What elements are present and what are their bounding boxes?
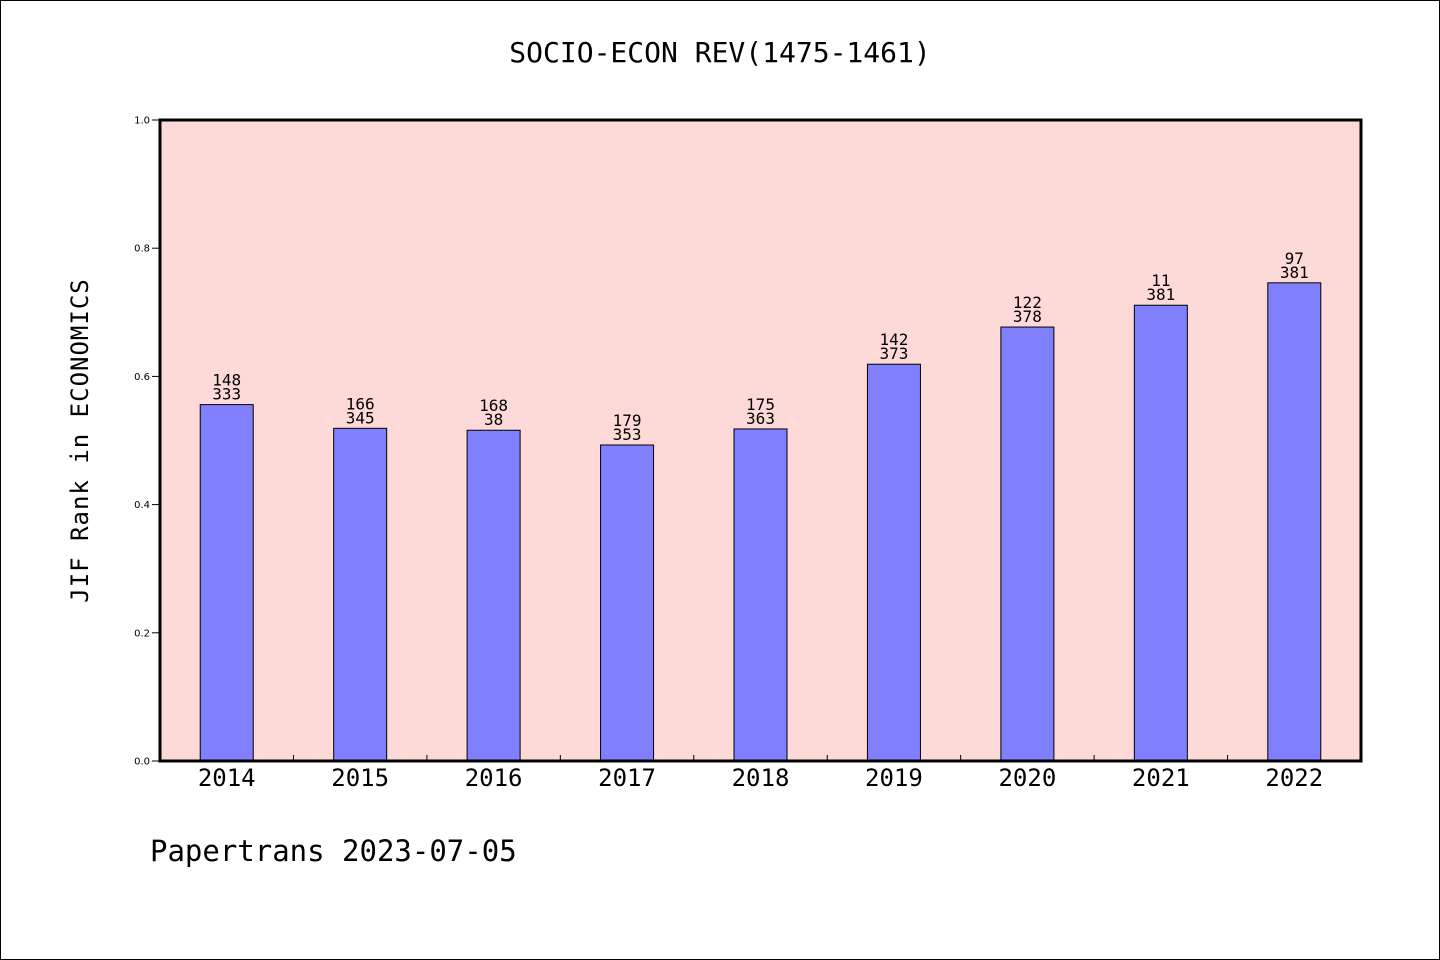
bar-label-total: 38 (484, 410, 503, 429)
y-tick-label: 0.2 (134, 628, 150, 639)
bar (466, 429, 521, 762)
x-tick-label: 2018 (732, 764, 790, 792)
y-tick-label: 0.0 (134, 757, 150, 768)
bar-label-rank: 175 (746, 395, 775, 414)
bar-label-total: 333 (212, 385, 241, 404)
bar-label-rank: 179 (613, 411, 642, 430)
y-tick-label: 0.4 (134, 500, 150, 511)
bar-label-rank: 97 (1285, 249, 1304, 268)
y-tick-label: 1.0 (134, 116, 150, 127)
bar-label-rank: 166 (346, 394, 375, 413)
bar (1000, 326, 1055, 762)
bar-label-total: 345 (346, 408, 375, 427)
y-tick-label: 0.6 (134, 372, 150, 383)
x-tick-label: 2019 (865, 764, 923, 792)
bar-label-rank: 142 (879, 330, 908, 349)
bar-label-total: 373 (879, 344, 908, 363)
x-tick-label: 2015 (331, 764, 389, 792)
bar (199, 404, 254, 762)
bar (600, 444, 655, 762)
x-tick-label: 2017 (598, 764, 656, 792)
bar (1267, 282, 1322, 762)
footer-text: Papertrans 2023-07-05 (150, 834, 517, 868)
chart-title: SOCIO-ECON REV(1475-1461) (509, 36, 931, 69)
y-axis-label: JIF Rank in ECONOMICS (66, 278, 94, 602)
x-tick-label: 2020 (998, 764, 1056, 792)
bar-label-rank: 148 (212, 371, 241, 390)
bar (866, 363, 921, 762)
bar (733, 428, 788, 762)
x-tick-label: 2016 (465, 764, 523, 792)
bar-label-rank: 168 (479, 396, 508, 415)
bar-label-rank: 122 (1013, 293, 1042, 312)
bar-label-total: 381 (1146, 285, 1175, 304)
bar-label-total: 363 (746, 409, 775, 428)
bar (1133, 304, 1188, 762)
bar-label-rank: 11 (1151, 271, 1170, 290)
x-tick-label: 2022 (1265, 764, 1323, 792)
bar-label-total: 378 (1013, 307, 1042, 326)
plot-border (158, 118, 1363, 763)
x-tick-label: 2014 (198, 764, 256, 792)
y-tick-label: 0.8 (134, 244, 150, 255)
x-tick-label: 2021 (1132, 764, 1190, 792)
bar-label-total: 381 (1280, 263, 1309, 282)
bar-label-total: 353 (613, 425, 642, 444)
bar (333, 427, 388, 762)
